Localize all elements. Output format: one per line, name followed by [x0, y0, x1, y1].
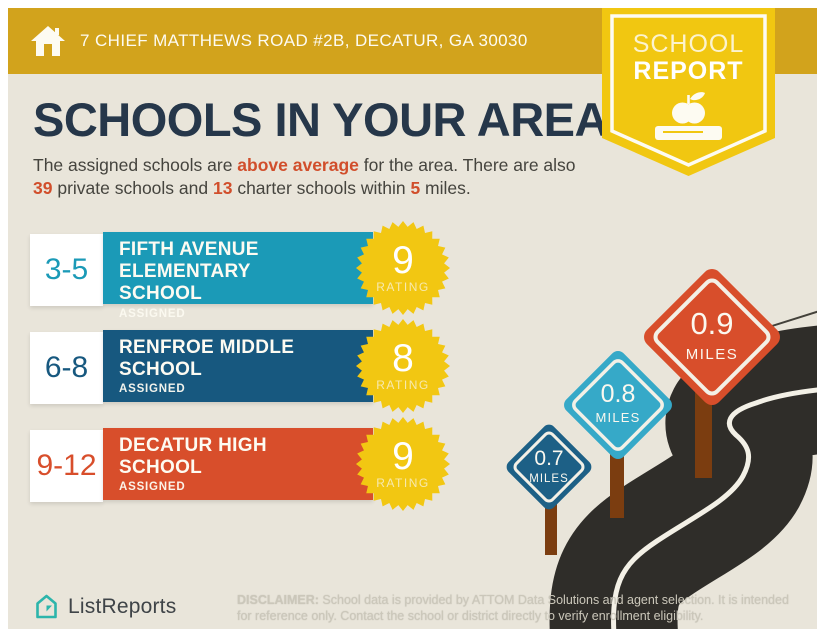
school-card-high: 9-12 DECATUR HIGH SCHOOL ASSIGNED 9 RATI… [30, 417, 450, 511]
grade-range: 6-8 [30, 332, 103, 404]
home-icon [31, 26, 65, 56]
summary-text: The assigned schools are above average f… [33, 155, 576, 199]
road-illustration: 0.9 MILES 0.8 MILES 0.7 MILES [506, 269, 817, 629]
rating-value: 9 [392, 238, 414, 282]
school-card-elementary: 3-5 FIFTH AVENUE ELEMENTARY SCHOOL ASSIG… [30, 221, 450, 320]
brand-name: ListReports [68, 594, 177, 618]
disclaimer-label: DISCLAIMER: [237, 593, 319, 607]
brand-logo: ListReports [33, 593, 176, 620]
badge-line1: SCHOOL [632, 30, 745, 58]
pennant-shape [602, 8, 775, 176]
distance-value: 0.8 [601, 380, 636, 408]
school-name: DECATUR HIGH SCHOOL [119, 435, 267, 479]
distance-unit: MILES [595, 410, 640, 425]
road-center-line [611, 387, 817, 629]
school-bar: FIFTH AVENUE ELEMENTARY SCHOOL ASSIGNED [103, 232, 373, 320]
distance-sign-mid: 0.8 MILES [564, 351, 672, 459]
rating-value: 9 [392, 434, 414, 478]
distance-sign-near: 0.7 MILES [506, 424, 592, 510]
rating-starburst: 8 RATING [356, 319, 450, 413]
grade-range: 9-12 [30, 430, 103, 502]
distance-unit: MILES [529, 473, 569, 485]
page-title: SCHOOLS IN YOUR AREA [33, 93, 608, 146]
distance-value: 0.7 [534, 447, 563, 470]
school-status: ASSIGNED [119, 383, 186, 396]
rating-label: RATING [376, 378, 430, 393]
distance-sign-far: 0.9 MILES [644, 269, 780, 405]
school-name: FIFTH AVENUE ELEMENTARY SCHOOL [119, 239, 259, 305]
school-status: ASSIGNED [119, 481, 186, 494]
rating-value: 8 [392, 336, 414, 380]
distance-value: 0.9 [690, 306, 733, 341]
grade-range: 3-5 [30, 234, 103, 306]
apple-book-icon [655, 92, 722, 140]
distance-unit: MILES [686, 346, 739, 363]
property-address: 7 CHIEF MATTHEWS ROAD #2B, DECATUR, GA 3… [80, 31, 528, 50]
rating-label: RATING [376, 476, 430, 491]
school-name: RENFROE MIDDLE SCHOOL [119, 337, 295, 381]
school-bar: DECATUR HIGH SCHOOL ASSIGNED [103, 428, 373, 500]
school-report-badge: SCHOOL REPORT [602, 8, 775, 180]
school-bar: RENFROE MIDDLE SCHOOL ASSIGNED [103, 330, 373, 402]
infographic-content: 0.9 MILES 0.8 MILES 0.7 MILES [8, 8, 817, 629]
badge-line2: REPORT [633, 57, 744, 85]
disclaimer-text: DISCLAIMER: School data is provided by A… [237, 593, 789, 623]
rating-starburst: 9 RATING [356, 221, 450, 315]
rating-label: RATING [376, 280, 430, 295]
school-status: ASSIGNED [119, 307, 186, 320]
rating-starburst: 9 RATING [356, 417, 450, 511]
brand-house-icon [36, 594, 57, 619]
school-card-middle: 6-8 RENFROE MIDDLE SCHOOL ASSIGNED 8 RAT… [30, 319, 450, 413]
